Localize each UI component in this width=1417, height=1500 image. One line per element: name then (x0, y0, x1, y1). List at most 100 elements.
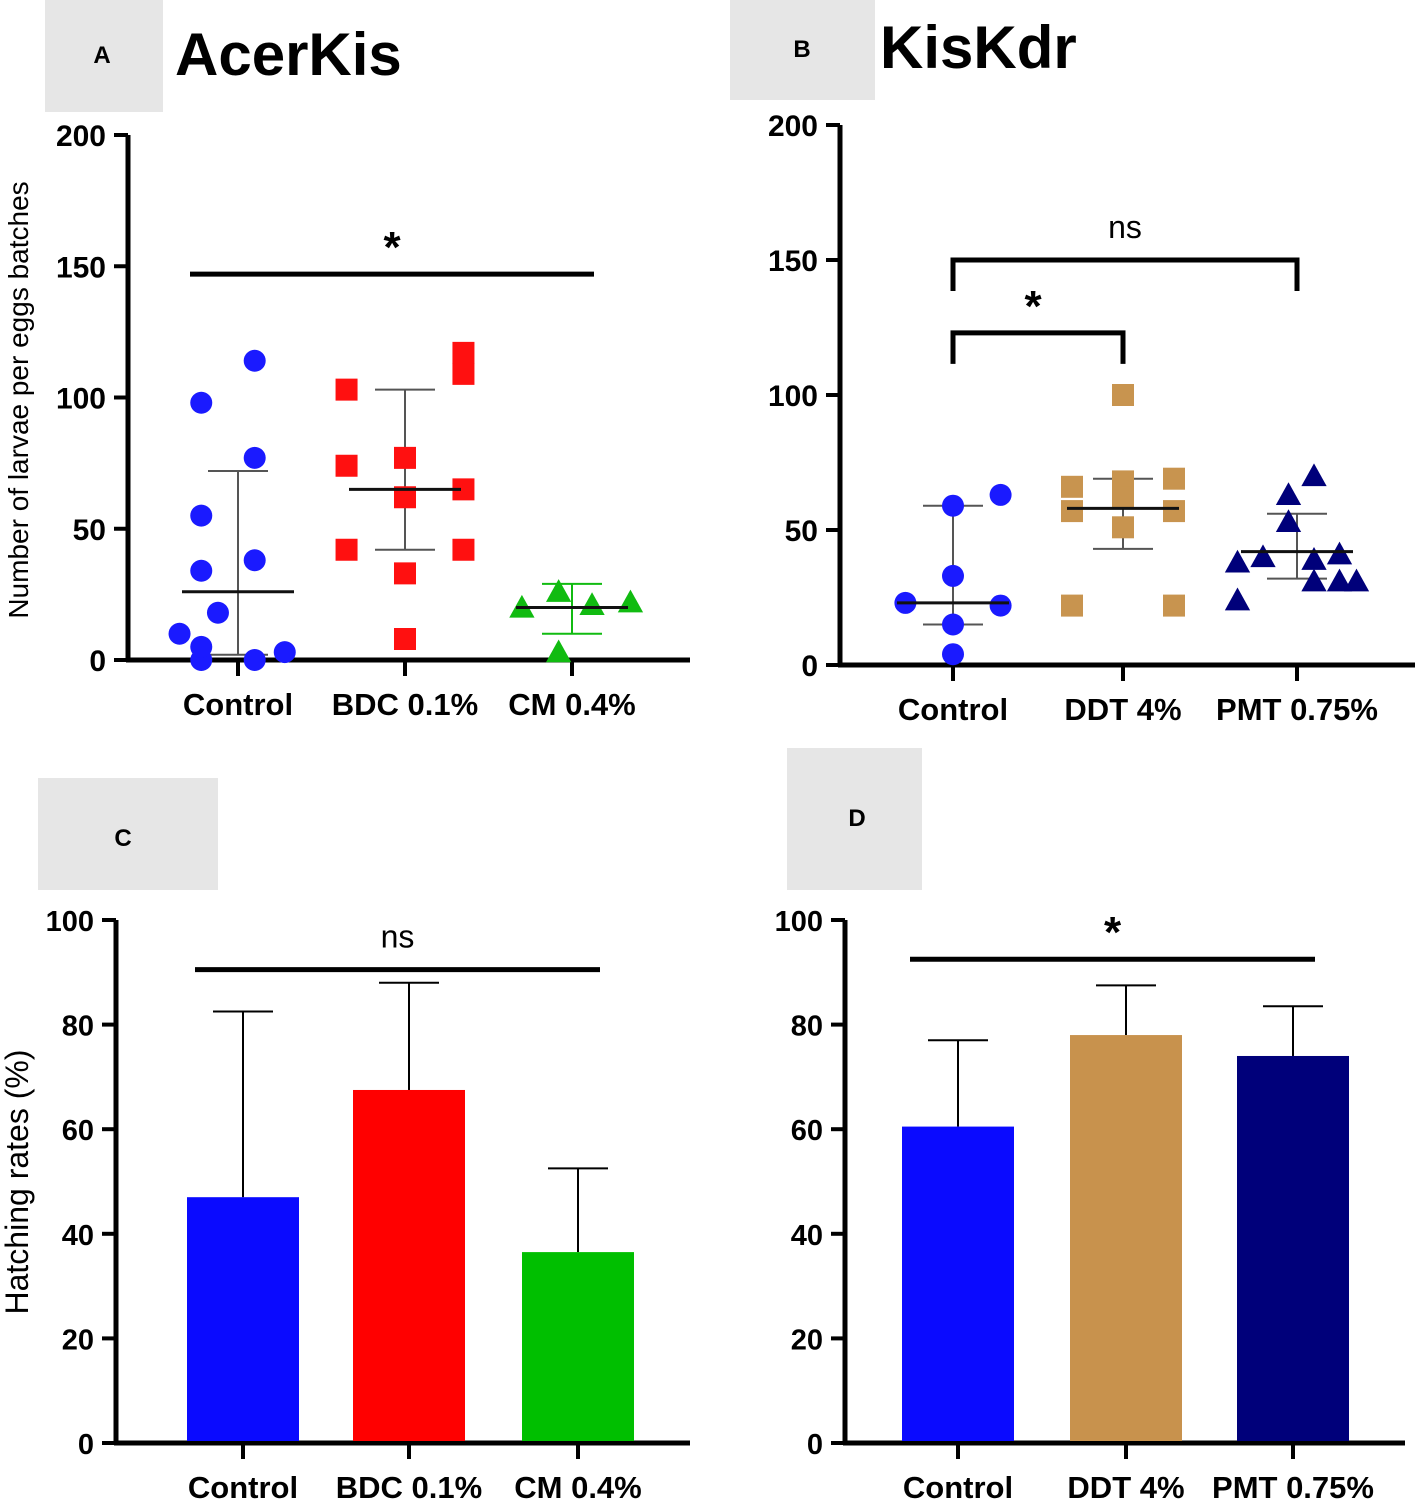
x-category-label: BDC 0.1% (332, 687, 478, 722)
data-point (1061, 500, 1083, 523)
data-point (579, 592, 605, 615)
y-tick-label: 40 (791, 1220, 823, 1252)
x-category-label: Control (903, 1470, 1013, 1500)
panel-b: B KisKdr 0 50 100 150 200 Control DDT 4% PMT 0.75… (730, 0, 1415, 727)
data-point (273, 641, 296, 664)
data-point (190, 559, 213, 582)
bar (353, 1089, 465, 1441)
panel-label-box (787, 748, 922, 890)
data-point (243, 446, 266, 469)
panel-title: AcerKis (175, 21, 402, 88)
y-axis-label: Number of larvae per eggs batches (3, 181, 34, 618)
data-point (1224, 549, 1251, 573)
data-point (394, 446, 416, 469)
data-point (1061, 594, 1083, 617)
data-point (243, 649, 266, 671)
y-tick-label: 0 (89, 645, 106, 678)
data-point (989, 594, 1012, 617)
y-tick-label: 40 (62, 1220, 94, 1252)
x-category-label: CM 0.4% (508, 687, 635, 722)
y-tick-label: 100 (56, 383, 106, 416)
x-category-label: Control (183, 687, 293, 722)
significance-label: ns (381, 919, 415, 955)
y-tick-label: 100 (775, 906, 823, 938)
panel-label-box (45, 0, 163, 112)
data-point (394, 562, 416, 585)
y-tick-label: 50 (73, 514, 106, 547)
data-point (1112, 486, 1134, 509)
data-point (452, 341, 475, 364)
panel-title: KisKdr (880, 14, 1077, 81)
bar (1070, 1035, 1182, 1441)
y-tick-label: 100 (768, 380, 818, 413)
series-control (168, 349, 296, 671)
y-tick-label: 0 (801, 650, 818, 683)
x-category-label: Control (898, 692, 1008, 727)
bar (522, 1252, 634, 1441)
data-point (190, 391, 213, 414)
y-tick-label: 20 (62, 1324, 94, 1356)
data-point (1061, 475, 1083, 498)
y-tick-label: 150 (768, 245, 818, 278)
data-point (243, 349, 266, 372)
x-category-label: DDT 4% (1064, 692, 1181, 727)
data-point (452, 538, 475, 561)
panel-d: D 0 20 40 60 80 100 Control DDT 4% PMT 0.75% * (775, 748, 1405, 1500)
x-category-label: PMT 0.75% (1212, 1470, 1374, 1500)
y-tick-label: 200 (768, 110, 818, 143)
data-point (190, 635, 213, 658)
data-point (942, 564, 964, 587)
bar (187, 1197, 299, 1441)
y-tick-label: 0 (78, 1429, 94, 1461)
data-point (394, 628, 416, 650)
bar (1237, 1055, 1349, 1441)
x-category-label: CM 0.4% (514, 1470, 641, 1500)
data-point (335, 378, 358, 401)
data-point (335, 454, 358, 477)
panel-label: D (848, 805, 865, 832)
series-ddt-4- (1061, 384, 1185, 617)
series-cm-0-4- (509, 579, 644, 663)
data-point (1275, 482, 1302, 506)
x-category-label: Control (188, 1470, 298, 1500)
y-tick-label: 60 (791, 1115, 823, 1147)
series-control (894, 483, 1012, 666)
data-point (989, 483, 1012, 506)
data-point (452, 478, 475, 501)
bar (902, 1126, 1014, 1441)
y-tick-label: 20 (791, 1324, 823, 1356)
significance-bracket (950, 330, 1126, 364)
significance-label: * (1104, 908, 1122, 957)
panel-label: A (93, 42, 110, 69)
y-tick-label: 0 (807, 1429, 823, 1461)
y-tick-label: 150 (56, 251, 106, 284)
y-tick-label: 200 (56, 120, 106, 153)
data-point (190, 504, 213, 527)
data-point (1301, 463, 1327, 487)
x-category-label: DDT 4% (1067, 1470, 1184, 1500)
data-point (168, 622, 191, 645)
data-point (545, 639, 572, 663)
x-category-label: BDC 0.1% (336, 1470, 482, 1500)
data-point (1224, 587, 1251, 611)
data-point (1250, 544, 1276, 568)
significance-label: * (383, 223, 401, 272)
data-point (1163, 467, 1185, 490)
data-point (1112, 384, 1134, 406)
y-tick-label: 100 (46, 906, 94, 938)
data-point (1163, 594, 1185, 617)
y-tick-label: 60 (62, 1115, 94, 1147)
significance-bracket (950, 257, 1300, 291)
y-tick-label: 80 (791, 1011, 823, 1043)
data-point (1343, 568, 1370, 592)
x-category-label: PMT 0.75% (1216, 692, 1378, 727)
data-point (942, 613, 964, 636)
data-point (1112, 516, 1134, 539)
data-point (545, 579, 572, 602)
data-point (942, 494, 964, 517)
significance-label: * (1024, 282, 1042, 331)
y-tick-label: 80 (62, 1011, 94, 1043)
data-point (394, 486, 416, 509)
data-point (1301, 568, 1327, 592)
